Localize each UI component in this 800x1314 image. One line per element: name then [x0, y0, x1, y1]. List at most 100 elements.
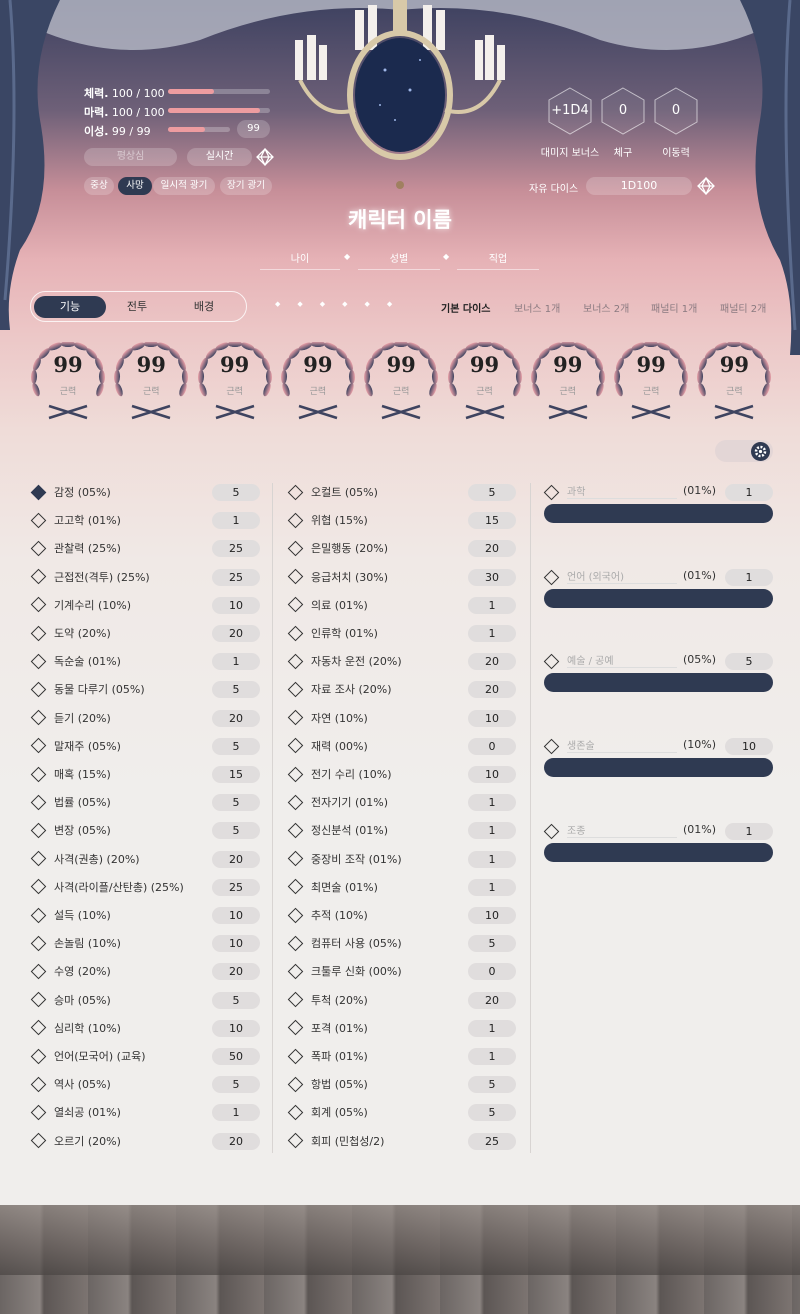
skill-value-input[interactable]: 25 — [212, 568, 260, 586]
skill-value-input[interactable]: 30 — [468, 568, 516, 586]
skill-value-input[interactable]: 1 — [468, 822, 516, 840]
condition-0[interactable]: 중상 — [84, 177, 114, 195]
skill-check-diamond-icon[interactable] — [30, 625, 47, 641]
skill-check-diamond-icon[interactable] — [30, 1132, 47, 1149]
job-field[interactable]: 직업 — [457, 250, 539, 270]
skill-value-input[interactable]: 25 — [212, 540, 260, 558]
skill-check-diamond-icon[interactable] — [30, 935, 47, 951]
skill-value-input[interactable]: 1 — [468, 850, 516, 868]
characteristic-laurel[interactable]: 99 근력 — [194, 341, 276, 420]
skill-check-diamond-icon[interactable] — [287, 1104, 304, 1121]
skill-check-diamond-icon[interactable] — [287, 907, 304, 923]
condition-3[interactable]: 장기 광기 — [220, 177, 272, 195]
skill-value-input[interactable]: 20 — [212, 709, 260, 727]
skill-check-diamond-icon[interactable] — [30, 850, 47, 867]
skill-value-input[interactable]: 5 — [468, 1076, 516, 1094]
skill-check-diamond-icon[interactable] — [30, 709, 47, 726]
characteristic-laurel[interactable]: 99 근력 — [110, 341, 192, 420]
skill-value-input[interactable]: 1 — [212, 1104, 260, 1122]
skill-value-input[interactable]: 10 — [468, 766, 516, 783]
condition-1[interactable]: 사망 — [118, 177, 152, 195]
sanity-input[interactable]: 99 — [237, 120, 270, 138]
skill-value-input[interactable]: 1 — [468, 1019, 516, 1037]
skill-value-input[interactable]: 5 — [468, 935, 516, 953]
skill-check-diamond-icon[interactable] — [287, 738, 304, 754]
gear-icon[interactable] — [751, 442, 770, 461]
dice-mode-2[interactable]: 보너스 2개 — [583, 304, 630, 315]
skill-check-diamond-icon[interactable] — [287, 794, 304, 810]
skill-value-input[interactable]: 50 — [212, 1048, 260, 1065]
skill-value-input[interactable]: 1 — [212, 512, 260, 530]
custom-skill-bar[interactable] — [544, 758, 773, 778]
custom-skill-name-input[interactable]: 예술 / 공예 — [567, 652, 677, 669]
skill-value-input[interactable]: 25 — [212, 878, 260, 896]
calm-button[interactable]: 평상심 — [84, 148, 177, 166]
skill-value-input[interactable]: 20 — [212, 625, 260, 642]
custom-skill-bar[interactable] — [544, 673, 773, 693]
skill-value-input[interactable]: 5 — [212, 681, 260, 699]
skill-check-diamond-icon[interactable] — [287, 1132, 304, 1149]
derived-stat-hex[interactable]: 0 — [654, 87, 698, 135]
skill-check-diamond-icon[interactable] — [30, 512, 47, 528]
skill-check-diamond-icon[interactable] — [287, 1020, 304, 1036]
derived-stat-hex[interactable]: 0 — [601, 87, 645, 135]
skill-check-diamond-icon[interactable] — [30, 879, 47, 895]
skill-check-diamond-icon[interactable] — [30, 681, 47, 698]
custom-skill-bar[interactable] — [544, 588, 773, 608]
gender-field[interactable]: 성별 — [358, 250, 440, 270]
skill-check-diamond-icon[interactable] — [287, 512, 304, 528]
skill-check-diamond-icon[interactable] — [30, 484, 47, 500]
skill-check-diamond-icon[interactable] — [30, 540, 47, 557]
characteristic-laurel[interactable]: 99 근력 — [27, 341, 109, 420]
skill-check-diamond-icon[interactable] — [287, 625, 304, 641]
skill-value-input[interactable]: 5 — [468, 1104, 516, 1122]
skill-check-diamond-icon[interactable] — [30, 794, 47, 810]
skill-check-diamond-icon[interactable] — [287, 1048, 304, 1064]
skill-check-diamond-icon[interactable] — [30, 907, 47, 923]
dice-mode-1[interactable]: 보너스 1개 — [514, 304, 561, 315]
skill-value-input[interactable]: 1 — [468, 794, 516, 812]
skill-value-input[interactable]: 5 — [212, 822, 260, 840]
skill-check-diamond-icon[interactable] — [287, 540, 304, 557]
custom-skill-name-input[interactable]: 조종 — [567, 822, 677, 838]
skill-check-diamond-icon[interactable] — [30, 568, 47, 585]
skill-check-diamond-icon[interactable] — [30, 1020, 47, 1036]
custom-skill-name-input[interactable]: 언어 (외국어) — [567, 568, 677, 584]
skill-value-input[interactable]: 10 — [212, 935, 260, 953]
character-name[interactable]: 캐릭터 이름 — [348, 208, 452, 232]
skill-check-diamond-icon[interactable] — [287, 597, 304, 613]
skill-check-diamond-icon[interactable] — [287, 766, 304, 782]
skill-value-input[interactable]: 15 — [468, 512, 516, 530]
skill-value-input[interactable]: 5 — [212, 484, 260, 501]
skill-check-diamond-icon[interactable] — [287, 935, 304, 951]
d20-dice-icon[interactable] — [697, 177, 715, 195]
tab-0[interactable]: 기능 — [34, 296, 106, 318]
age-field[interactable]: 나이 — [260, 250, 340, 270]
skill-check-diamond-icon[interactable] — [30, 597, 47, 613]
skill-value-input[interactable]: 10 — [468, 709, 516, 727]
skill-value-input[interactable]: 1 — [725, 822, 773, 840]
skill-value-input[interactable]: 1 — [468, 625, 516, 642]
skill-check-diamond-icon[interactable] — [30, 766, 47, 782]
skill-check-diamond-icon[interactable] — [287, 709, 304, 726]
skill-check-diamond-icon[interactable] — [30, 822, 47, 839]
dice-mode-3[interactable]: 패널티 1개 — [651, 304, 698, 315]
skill-value-input[interactable]: 20 — [212, 1132, 260, 1150]
skill-value-input[interactable]: 5 — [212, 991, 260, 1009]
skill-value-input[interactable]: 20 — [468, 653, 516, 671]
skill-check-diamond-icon[interactable] — [287, 822, 304, 839]
skill-value-input[interactable]: 0 — [468, 963, 516, 981]
skill-value-input[interactable]: 5 — [212, 1076, 260, 1094]
characteristic-laurel[interactable]: 99 근력 — [610, 341, 692, 420]
skill-value-input[interactable]: 1 — [212, 653, 260, 671]
skill-check-diamond-icon[interactable] — [287, 681, 304, 698]
skill-value-input[interactable]: 10 — [212, 907, 260, 924]
skill-check-diamond-icon[interactable] — [287, 963, 304, 980]
skill-value-input[interactable]: 1 — [725, 484, 773, 501]
skill-check-diamond-icon[interactable] — [287, 1076, 304, 1092]
characteristic-laurel[interactable]: 99 근력 — [527, 341, 609, 420]
realtime-button[interactable]: 실시간 — [187, 148, 252, 166]
skill-value-input[interactable]: 1 — [725, 568, 773, 586]
d20-dice-icon[interactable] — [256, 148, 274, 166]
custom-skill-bar[interactable] — [544, 842, 773, 862]
